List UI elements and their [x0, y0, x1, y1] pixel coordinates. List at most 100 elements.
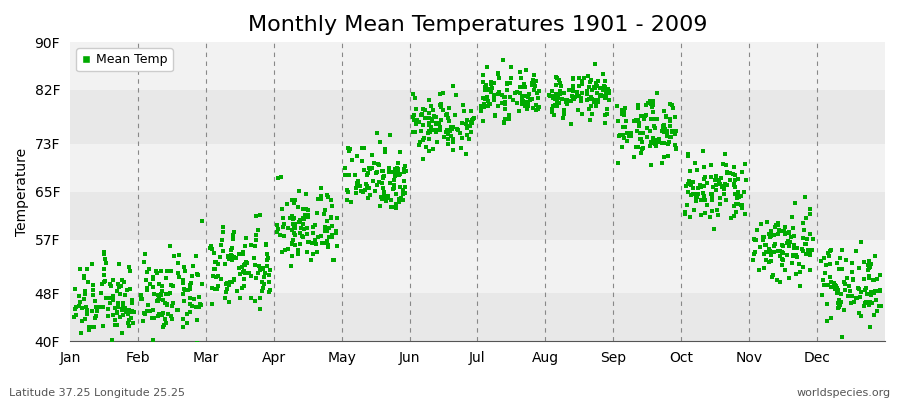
Point — [634, 136, 648, 142]
Point — [526, 76, 540, 83]
Point — [110, 308, 124, 315]
Point — [697, 164, 711, 170]
Point — [93, 304, 107, 310]
Point — [785, 260, 799, 266]
Point — [846, 276, 860, 282]
Point — [496, 56, 510, 63]
Point — [111, 281, 125, 287]
Point — [444, 124, 458, 130]
Point — [663, 116, 678, 122]
Point — [662, 141, 676, 148]
Point — [389, 167, 403, 174]
Point — [630, 116, 644, 123]
Point — [284, 227, 299, 233]
Point — [103, 281, 117, 287]
Point — [421, 115, 436, 121]
Point — [764, 232, 778, 238]
Point — [396, 186, 410, 193]
Point — [521, 94, 535, 101]
Point — [460, 132, 474, 138]
Point — [379, 198, 393, 204]
Point — [349, 184, 364, 191]
Point — [747, 236, 761, 242]
Point — [433, 102, 447, 108]
Point — [382, 180, 397, 186]
Point — [398, 163, 412, 169]
Point — [224, 278, 238, 285]
Point — [396, 191, 410, 197]
Point — [220, 253, 235, 259]
Point — [98, 256, 112, 262]
Point — [853, 312, 868, 319]
Point — [696, 148, 710, 155]
Point — [302, 211, 316, 218]
Point — [543, 93, 557, 99]
Point — [223, 279, 238, 286]
Point — [769, 222, 783, 228]
Point — [652, 139, 667, 146]
Point — [310, 249, 324, 255]
Point — [256, 281, 271, 288]
Point — [694, 212, 708, 218]
Point — [122, 323, 137, 329]
Point — [774, 261, 788, 268]
Point — [639, 101, 653, 108]
Point — [546, 94, 561, 101]
Point — [293, 241, 308, 247]
Point — [476, 79, 491, 85]
Point — [208, 266, 222, 272]
Point — [295, 233, 310, 240]
Point — [873, 287, 887, 294]
Point — [832, 297, 846, 304]
Point — [682, 214, 697, 220]
Point — [544, 109, 559, 115]
Point — [477, 104, 491, 110]
Point — [688, 194, 703, 201]
Point — [227, 228, 241, 235]
Point — [187, 296, 202, 302]
Point — [355, 188, 369, 194]
Point — [616, 109, 631, 116]
Point — [862, 258, 877, 264]
Point — [796, 264, 810, 270]
Point — [773, 253, 788, 260]
Point — [360, 171, 374, 178]
Point — [512, 108, 526, 115]
Point — [793, 268, 807, 275]
Point — [512, 68, 526, 75]
Point — [395, 196, 410, 203]
Point — [660, 130, 674, 136]
Point — [662, 123, 677, 129]
Point — [183, 300, 197, 307]
Point — [150, 291, 165, 298]
Point — [592, 92, 607, 99]
Point — [857, 303, 871, 309]
Point — [474, 108, 489, 114]
Point — [393, 184, 408, 190]
Point — [205, 285, 220, 292]
Point — [315, 240, 329, 246]
Point — [281, 224, 295, 231]
Point — [359, 181, 374, 188]
Point — [154, 290, 168, 297]
Point — [208, 286, 222, 292]
Point — [869, 308, 884, 314]
Point — [323, 214, 338, 220]
Point — [151, 313, 166, 319]
Point — [184, 280, 198, 286]
Point — [376, 174, 391, 180]
Point — [478, 86, 492, 92]
Point — [381, 192, 395, 199]
Point — [149, 268, 164, 274]
Point — [88, 313, 103, 320]
Point — [341, 172, 356, 178]
Point — [244, 273, 258, 279]
Point — [185, 262, 200, 269]
Point — [557, 90, 572, 96]
Point — [705, 193, 719, 200]
Point — [114, 283, 129, 290]
Point — [712, 181, 726, 188]
Point — [759, 249, 773, 255]
Point — [616, 135, 631, 142]
Point — [165, 267, 179, 274]
